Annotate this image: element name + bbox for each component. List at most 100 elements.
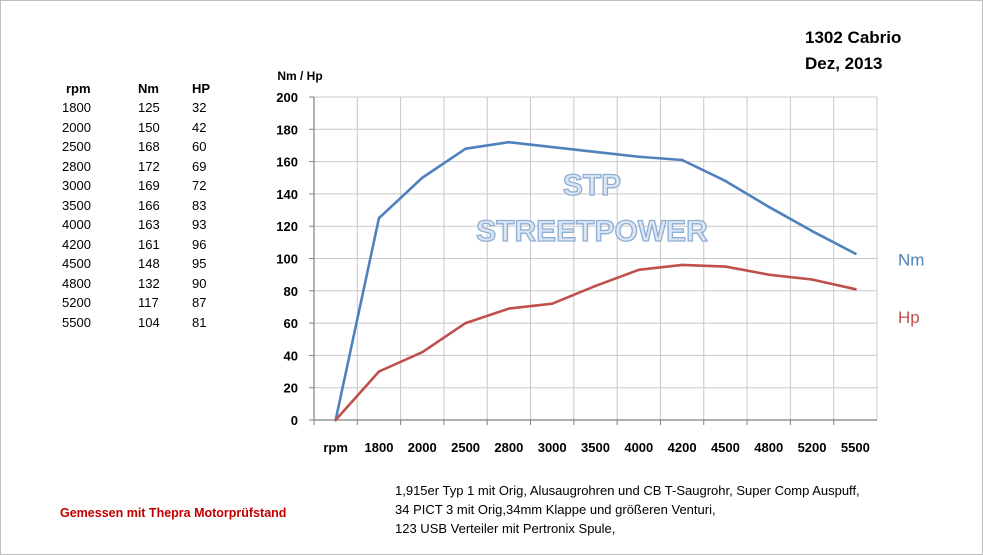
data-point-nm	[680, 158, 684, 162]
data-point-nm	[637, 155, 641, 159]
table-header-row: rpm Nm HP	[52, 78, 242, 98]
x-tick-label: 2800	[494, 440, 523, 455]
data-point-hp	[637, 268, 641, 272]
x-tick-label: 4000	[624, 440, 653, 455]
table-cell: 4500	[62, 256, 91, 272]
table-row: 1800 125 32	[52, 98, 242, 118]
x-tick-label: 2000	[408, 440, 437, 455]
y-tick-label: 40	[284, 348, 298, 363]
y-tick-label: 60	[284, 316, 298, 331]
engine-note-line: 1,915er Typ 1 mit Orig, Alusaugrohren un…	[395, 483, 860, 498]
data-point-hp	[724, 265, 727, 268]
y-tick-label: 140	[276, 187, 298, 202]
data-point-nm	[767, 205, 771, 209]
data-point-hp	[420, 350, 424, 354]
table-cell: 4800	[62, 275, 91, 291]
y-tick-label: 120	[276, 219, 298, 234]
table-cell: 42	[192, 119, 207, 135]
table-cell: 161	[138, 236, 160, 252]
table-cell: 132	[138, 275, 160, 291]
y-tick-label: 180	[276, 122, 298, 137]
table-row: 2500 168 60	[52, 137, 242, 157]
table-cell: 117	[138, 295, 159, 311]
car-model: 1302 Cabrio	[805, 28, 902, 47]
table-cell: 172	[138, 158, 160, 174]
data-point-nm	[420, 176, 424, 180]
table-row: 2000 150 42	[52, 118, 242, 138]
table-row: 2800 172 69	[52, 157, 242, 177]
table-cell: 69	[192, 158, 207, 174]
table-cell: 3000	[62, 178, 91, 194]
table-cell: 4200	[62, 236, 91, 252]
table-cell: 81	[192, 314, 207, 330]
series-label-hp: Hp	[898, 308, 920, 327]
data-point-nm	[854, 252, 857, 255]
table-row: 5200 117 87	[52, 293, 242, 313]
data-point-nm	[464, 147, 467, 150]
x-tick-label: rpm	[323, 440, 348, 455]
data-point-nm	[724, 179, 727, 183]
table-cell: 72	[192, 178, 207, 194]
table-cell: 60	[192, 139, 207, 155]
data-point-hp	[464, 321, 467, 325]
table-cell: 150	[138, 119, 160, 135]
data-point-hp	[594, 284, 597, 288]
data-point-nm	[377, 216, 381, 220]
data-table: rpm Nm HP 1800 125 32 2000 150 42 2500 168 60 280…	[52, 78, 242, 332]
table-row: 4500 148 95	[52, 254, 242, 274]
data-point-hp	[377, 370, 381, 373]
series-label-nm: Nm	[898, 251, 924, 270]
x-tick-label: 3500	[581, 440, 610, 455]
data-point-nm	[507, 140, 511, 144]
table-cell: 168	[138, 139, 160, 155]
data-point-hp	[767, 273, 771, 276]
engine-note-line: 123 USB Verteiler mit Pertronix Spule,	[395, 521, 616, 536]
table-cell: 163	[138, 217, 160, 233]
engine-note-line: 34 PICT 3 mit Orig,34mm Klappe und größe…	[395, 502, 716, 517]
table-row: 4800 132 90	[52, 274, 242, 294]
x-tick-label: 4800	[754, 440, 783, 455]
table-cell: 32	[192, 100, 207, 116]
y-tick-label: 100	[276, 252, 298, 267]
x-tick-label: 1800	[365, 440, 394, 455]
x-tick-label: 5500	[841, 440, 870, 455]
table-cell: 169	[138, 178, 160, 194]
data-point-hp	[854, 287, 857, 291]
y-tick-label: 200	[276, 90, 298, 105]
col-header-hp: HP	[192, 80, 211, 96]
table-cell: 2800	[62, 158, 91, 174]
table-cell: 2000	[62, 119, 91, 135]
table-cell: 5200	[62, 295, 91, 311]
chart-header: 1302 Cabrio Dez, 2013	[805, 25, 901, 77]
y-tick-label: 80	[284, 284, 298, 299]
table-row: 4200 161 96	[52, 235, 242, 255]
table-cell: 95	[192, 256, 207, 272]
table-cell: 93	[192, 217, 207, 233]
table-cell: 90	[192, 275, 207, 291]
x-tick-label: 5200	[798, 440, 827, 455]
data-point-hp	[810, 278, 814, 281]
measurement-note: Gemessen mit Thepra Motorprüfstand	[60, 506, 287, 520]
table-row: 3000 169 72	[52, 176, 242, 196]
y-tick-label: 160	[276, 155, 298, 170]
table-cell: 4000	[62, 217, 91, 233]
x-tick-label: 4200	[668, 440, 697, 455]
table-cell: 125	[138, 100, 160, 116]
table-cell: 148	[138, 256, 160, 272]
table-cell: 3500	[62, 197, 91, 213]
table-cell: 87	[192, 295, 207, 311]
watermark-text: STP	[563, 169, 621, 202]
data-point-nm	[810, 229, 814, 233]
table-cell: 2500	[62, 139, 91, 155]
x-tick-label: 2500	[451, 440, 480, 455]
y-axis-label: Nm / Hp	[277, 69, 322, 83]
col-header-nm: Nm	[138, 80, 159, 96]
table-cell: 1800	[62, 100, 91, 116]
table-cell: 96	[192, 236, 207, 252]
table-row: 5500 104 81	[52, 313, 242, 333]
table-row: 3500 166 83	[52, 196, 242, 216]
table-row: 4000 163 93	[52, 215, 242, 235]
table-cell: 166	[138, 197, 160, 213]
y-tick-label: 20	[284, 381, 298, 396]
data-point-hp	[550, 302, 554, 306]
